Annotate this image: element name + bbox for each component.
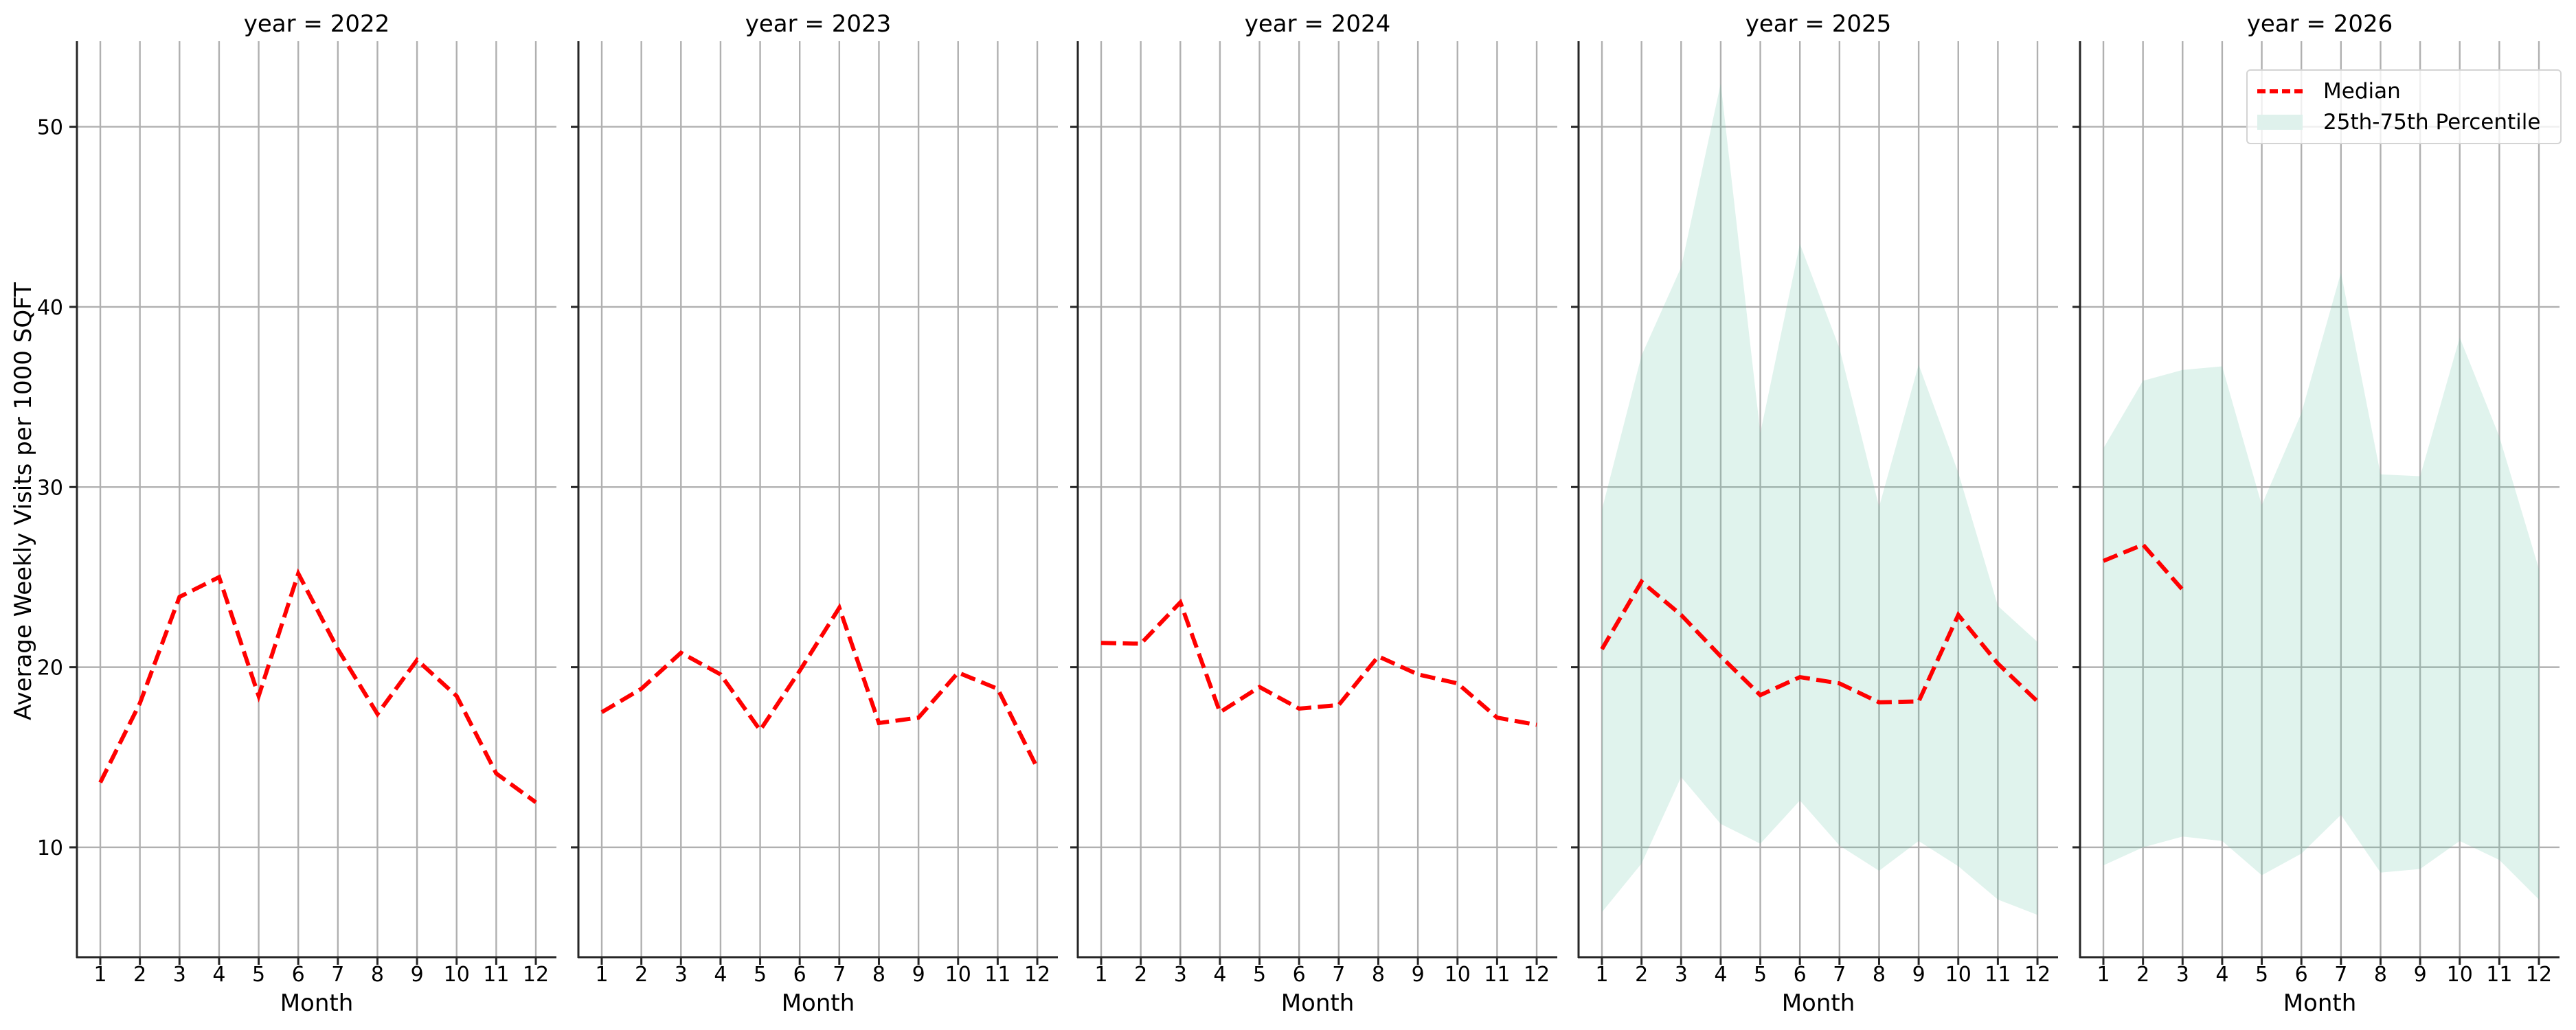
fill-swatch-icon [2257, 115, 2303, 130]
panel-title: year = 2025 [1745, 10, 1891, 38]
percentile-band [1602, 83, 2038, 915]
x-tick-label: 10 [2447, 963, 2473, 987]
x-tick-label: 9 [1912, 963, 1925, 987]
x-tick-label: 3 [2176, 963, 2189, 987]
x-tick-label: 5 [754, 963, 767, 987]
x-tick-label: 3 [675, 963, 688, 987]
x-tick-label: 12 [1024, 963, 1050, 987]
x-tick-label: 2 [2136, 963, 2149, 987]
x-tick-label: 5 [1754, 963, 1767, 987]
x-tick-label: 6 [2295, 963, 2308, 987]
x-tick-label: 11 [1985, 963, 2011, 987]
legend: Median 25th-75th Percentile [2246, 69, 2562, 144]
x-tick-label: 4 [2215, 963, 2228, 987]
panel-title: year = 2026 [2247, 10, 2393, 38]
x-tick-label: 3 [1675, 963, 1688, 987]
x-tick-label: 10 [945, 963, 971, 987]
legend-item-percentile-band: 25th-75th Percentile [2257, 108, 2540, 136]
x-axis-label: Month [280, 989, 354, 1017]
x-tick-label: 3 [173, 963, 186, 987]
y-tick-label: 20 [37, 656, 63, 680]
legend-label-median: Median [2323, 79, 2401, 104]
x-tick-label: 8 [2374, 963, 2387, 987]
x-tick-label: 1 [1595, 963, 1608, 987]
y-tick-label: 40 [37, 296, 63, 320]
x-tick-label: 8 [371, 963, 384, 987]
x-tick-label: 11 [984, 963, 1010, 987]
median-line [1100, 598, 1537, 727]
median-line [600, 603, 1039, 769]
x-tick-label: 7 [1833, 963, 1846, 987]
x-tick-label: 11 [1484, 963, 1510, 987]
x-tick-label: 4 [212, 963, 225, 987]
x-tick-label: 10 [1445, 963, 1471, 987]
legend-item-median: Median [2257, 78, 2401, 105]
x-tick-label: 12 [2024, 963, 2050, 987]
x-tick-label: 12 [1524, 963, 1550, 987]
x-tick-label: 5 [252, 963, 265, 987]
panel-title: year = 2024 [1245, 10, 1390, 38]
x-tick-label: 7 [833, 963, 846, 987]
x-tick-label: 2 [133, 963, 146, 987]
x-axis-label: Month [782, 989, 855, 1017]
x-tick-label: 8 [1873, 963, 1886, 987]
x-axis-label: Month [2283, 989, 2357, 1017]
legend-label-percentile: 25th-75th Percentile [2323, 110, 2541, 135]
x-tick-label: 9 [411, 963, 424, 987]
x-axis-label: Month [1782, 989, 1855, 1017]
x-tick-label: 5 [1253, 963, 1266, 987]
x-tick-label: 1 [93, 963, 106, 987]
x-tick-label: 2 [1134, 963, 1147, 987]
x-tick-label: 9 [912, 963, 925, 987]
x-tick-label: 10 [444, 963, 470, 987]
x-tick-label: 8 [872, 963, 885, 987]
x-tick-label: 6 [1293, 963, 1306, 987]
x-tick-label: 7 [1332, 963, 1345, 987]
y-tick-label: 50 [37, 116, 63, 140]
x-tick-label: 8 [1372, 963, 1385, 987]
median-line [2102, 542, 2184, 591]
x-tick-label: 10 [1945, 963, 1971, 987]
dashed-line-swatch-icon [2257, 89, 2303, 93]
x-tick-label: 3 [1174, 963, 1187, 987]
x-tick-label: 2 [635, 963, 648, 987]
x-tick-label: 9 [2414, 963, 2427, 987]
x-tick-label: 4 [1714, 963, 1727, 987]
median-line [98, 568, 537, 804]
x-axis-label: Month [1281, 989, 1355, 1017]
x-tick-label: 6 [793, 963, 806, 987]
x-tick-label: 12 [2526, 963, 2552, 987]
x-tick-label: 12 [523, 963, 549, 987]
x-tick-label: 6 [1794, 963, 1807, 987]
panel-title: year = 2023 [745, 10, 891, 38]
x-tick-label: 6 [292, 963, 305, 987]
x-tick-label: 1 [2097, 963, 2110, 987]
x-tick-label: 11 [2486, 963, 2512, 987]
x-tick-label: 1 [1094, 963, 1107, 987]
x-tick-label: 7 [2334, 963, 2347, 987]
median-line [1600, 578, 2040, 705]
y-tick-label: 30 [37, 476, 63, 500]
x-tick-label: 2 [1635, 963, 1648, 987]
x-tick-label: 9 [1412, 963, 1425, 987]
y-tick-label: 10 [37, 836, 63, 860]
x-tick-label: 1 [595, 963, 608, 987]
x-tick-label: 4 [714, 963, 727, 987]
x-tick-label: 4 [1213, 963, 1226, 987]
x-tick-label: 5 [2255, 963, 2268, 987]
percentile-band [2103, 273, 2540, 900]
panel-title: year = 2022 [244, 10, 389, 38]
y-axis-label: Average Weekly Visits per 1000 SQFT [10, 282, 37, 720]
x-tick-label: 7 [331, 963, 344, 987]
x-tick-label: 11 [483, 963, 509, 987]
